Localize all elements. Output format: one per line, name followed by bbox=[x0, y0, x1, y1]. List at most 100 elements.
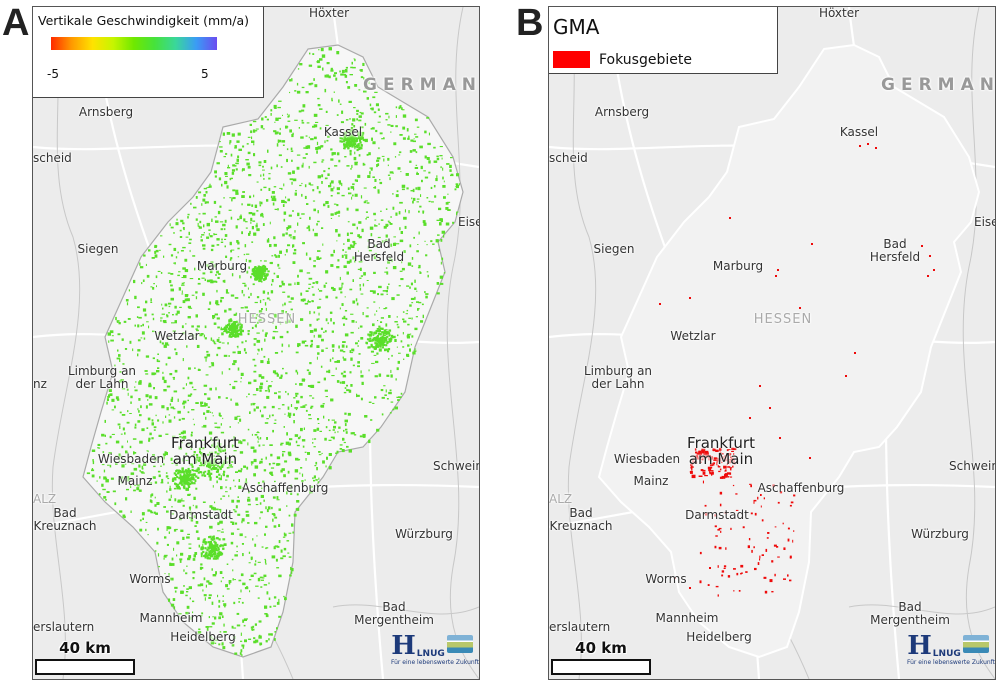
velocity-point bbox=[174, 528, 178, 531]
velocity-point bbox=[354, 161, 358, 163]
focus-area bbox=[759, 558, 761, 561]
velocity-point bbox=[361, 131, 365, 135]
velocity-point bbox=[263, 574, 267, 577]
velocity-point bbox=[208, 550, 211, 553]
velocity-point bbox=[185, 488, 188, 491]
velocity-point bbox=[321, 174, 324, 178]
velocity-point bbox=[216, 480, 218, 484]
velocity-point bbox=[169, 280, 172, 284]
velocity-point bbox=[212, 485, 214, 488]
velocity-point bbox=[323, 377, 326, 381]
logo-mark: H bbox=[391, 631, 416, 661]
velocity-point bbox=[271, 279, 274, 283]
velocity-point bbox=[150, 510, 153, 513]
velocity-point bbox=[398, 154, 401, 156]
velocity-point bbox=[295, 190, 297, 192]
velocity-point bbox=[91, 469, 95, 472]
focus-area bbox=[735, 509, 739, 511]
velocity-point bbox=[240, 372, 244, 376]
focus-area bbox=[777, 269, 779, 271]
velocity-point bbox=[187, 476, 190, 479]
velocity-point bbox=[133, 484, 137, 486]
velocity-point bbox=[166, 526, 170, 530]
velocity-point bbox=[277, 408, 281, 410]
velocity-point bbox=[201, 277, 205, 279]
velocity-point bbox=[349, 152, 352, 156]
velocity-point bbox=[186, 479, 189, 482]
velocity-point bbox=[388, 334, 391, 337]
velocity-point bbox=[358, 115, 362, 118]
velocity-point bbox=[232, 363, 236, 366]
velocity-point bbox=[301, 480, 304, 483]
velocity-point bbox=[150, 286, 153, 288]
velocity-point bbox=[338, 211, 341, 214]
velocity-point bbox=[385, 223, 388, 227]
velocity-point bbox=[256, 276, 259, 279]
velocity-point bbox=[417, 308, 419, 311]
velocity-point bbox=[278, 154, 282, 157]
velocity-point bbox=[206, 627, 209, 631]
velocity-point bbox=[301, 213, 305, 215]
velocity-point bbox=[124, 479, 127, 482]
velocity-point bbox=[204, 402, 206, 406]
velocity-point bbox=[309, 490, 313, 494]
velocity-point bbox=[327, 173, 330, 176]
focus-area bbox=[724, 511, 728, 514]
velocity-point bbox=[294, 192, 297, 196]
focus-area bbox=[759, 385, 761, 387]
velocity-point bbox=[182, 400, 187, 404]
velocity-point bbox=[161, 342, 164, 345]
velocity-point bbox=[264, 422, 269, 424]
velocity-point bbox=[348, 144, 351, 147]
velocity-point bbox=[350, 142, 353, 145]
velocity-point bbox=[394, 242, 397, 246]
velocity-point bbox=[321, 452, 323, 454]
velocity-point bbox=[313, 208, 316, 212]
velocity-point bbox=[272, 429, 274, 433]
velocity-point bbox=[92, 460, 95, 465]
velocity-point bbox=[220, 228, 223, 231]
velocity-point bbox=[257, 277, 261, 280]
velocity-point bbox=[268, 638, 270, 641]
velocity-point bbox=[227, 330, 230, 334]
velocity-point bbox=[169, 564, 172, 566]
velocity-point bbox=[203, 460, 207, 464]
velocity-point bbox=[247, 496, 250, 499]
velocity-point bbox=[191, 468, 194, 472]
velocity-point bbox=[192, 571, 196, 574]
velocity-color-ramp bbox=[51, 37, 217, 50]
velocity-point bbox=[139, 440, 143, 444]
velocity-point bbox=[295, 383, 297, 385]
velocity-point bbox=[267, 149, 269, 153]
velocity-point bbox=[242, 553, 244, 557]
velocity-point bbox=[325, 465, 327, 468]
velocity-point bbox=[341, 284, 343, 287]
velocity-point bbox=[301, 378, 305, 382]
velocity-point bbox=[389, 412, 392, 414]
velocity-point bbox=[306, 145, 310, 148]
velocity-point bbox=[228, 516, 230, 518]
velocity-point bbox=[373, 334, 375, 336]
velocity-point bbox=[295, 392, 299, 395]
velocity-point bbox=[311, 300, 314, 303]
velocity-point bbox=[217, 210, 221, 215]
velocity-point bbox=[190, 393, 193, 396]
velocity-point bbox=[418, 264, 421, 269]
velocity-point bbox=[309, 330, 314, 333]
focus-area bbox=[709, 567, 711, 569]
velocity-point bbox=[385, 330, 388, 333]
velocity-point bbox=[336, 450, 339, 454]
velocity-point bbox=[312, 293, 315, 296]
velocity-point bbox=[204, 547, 207, 550]
velocity-point bbox=[315, 281, 319, 284]
velocity-point bbox=[360, 137, 363, 140]
focus-area bbox=[787, 527, 790, 530]
velocity-point bbox=[222, 449, 225, 452]
velocity-point bbox=[257, 315, 262, 317]
velocity-point bbox=[272, 202, 275, 206]
velocity-point bbox=[285, 196, 287, 199]
velocity-point bbox=[316, 467, 318, 471]
velocity-point bbox=[225, 292, 230, 294]
velocity-point bbox=[140, 337, 143, 339]
velocity-point bbox=[296, 507, 300, 511]
